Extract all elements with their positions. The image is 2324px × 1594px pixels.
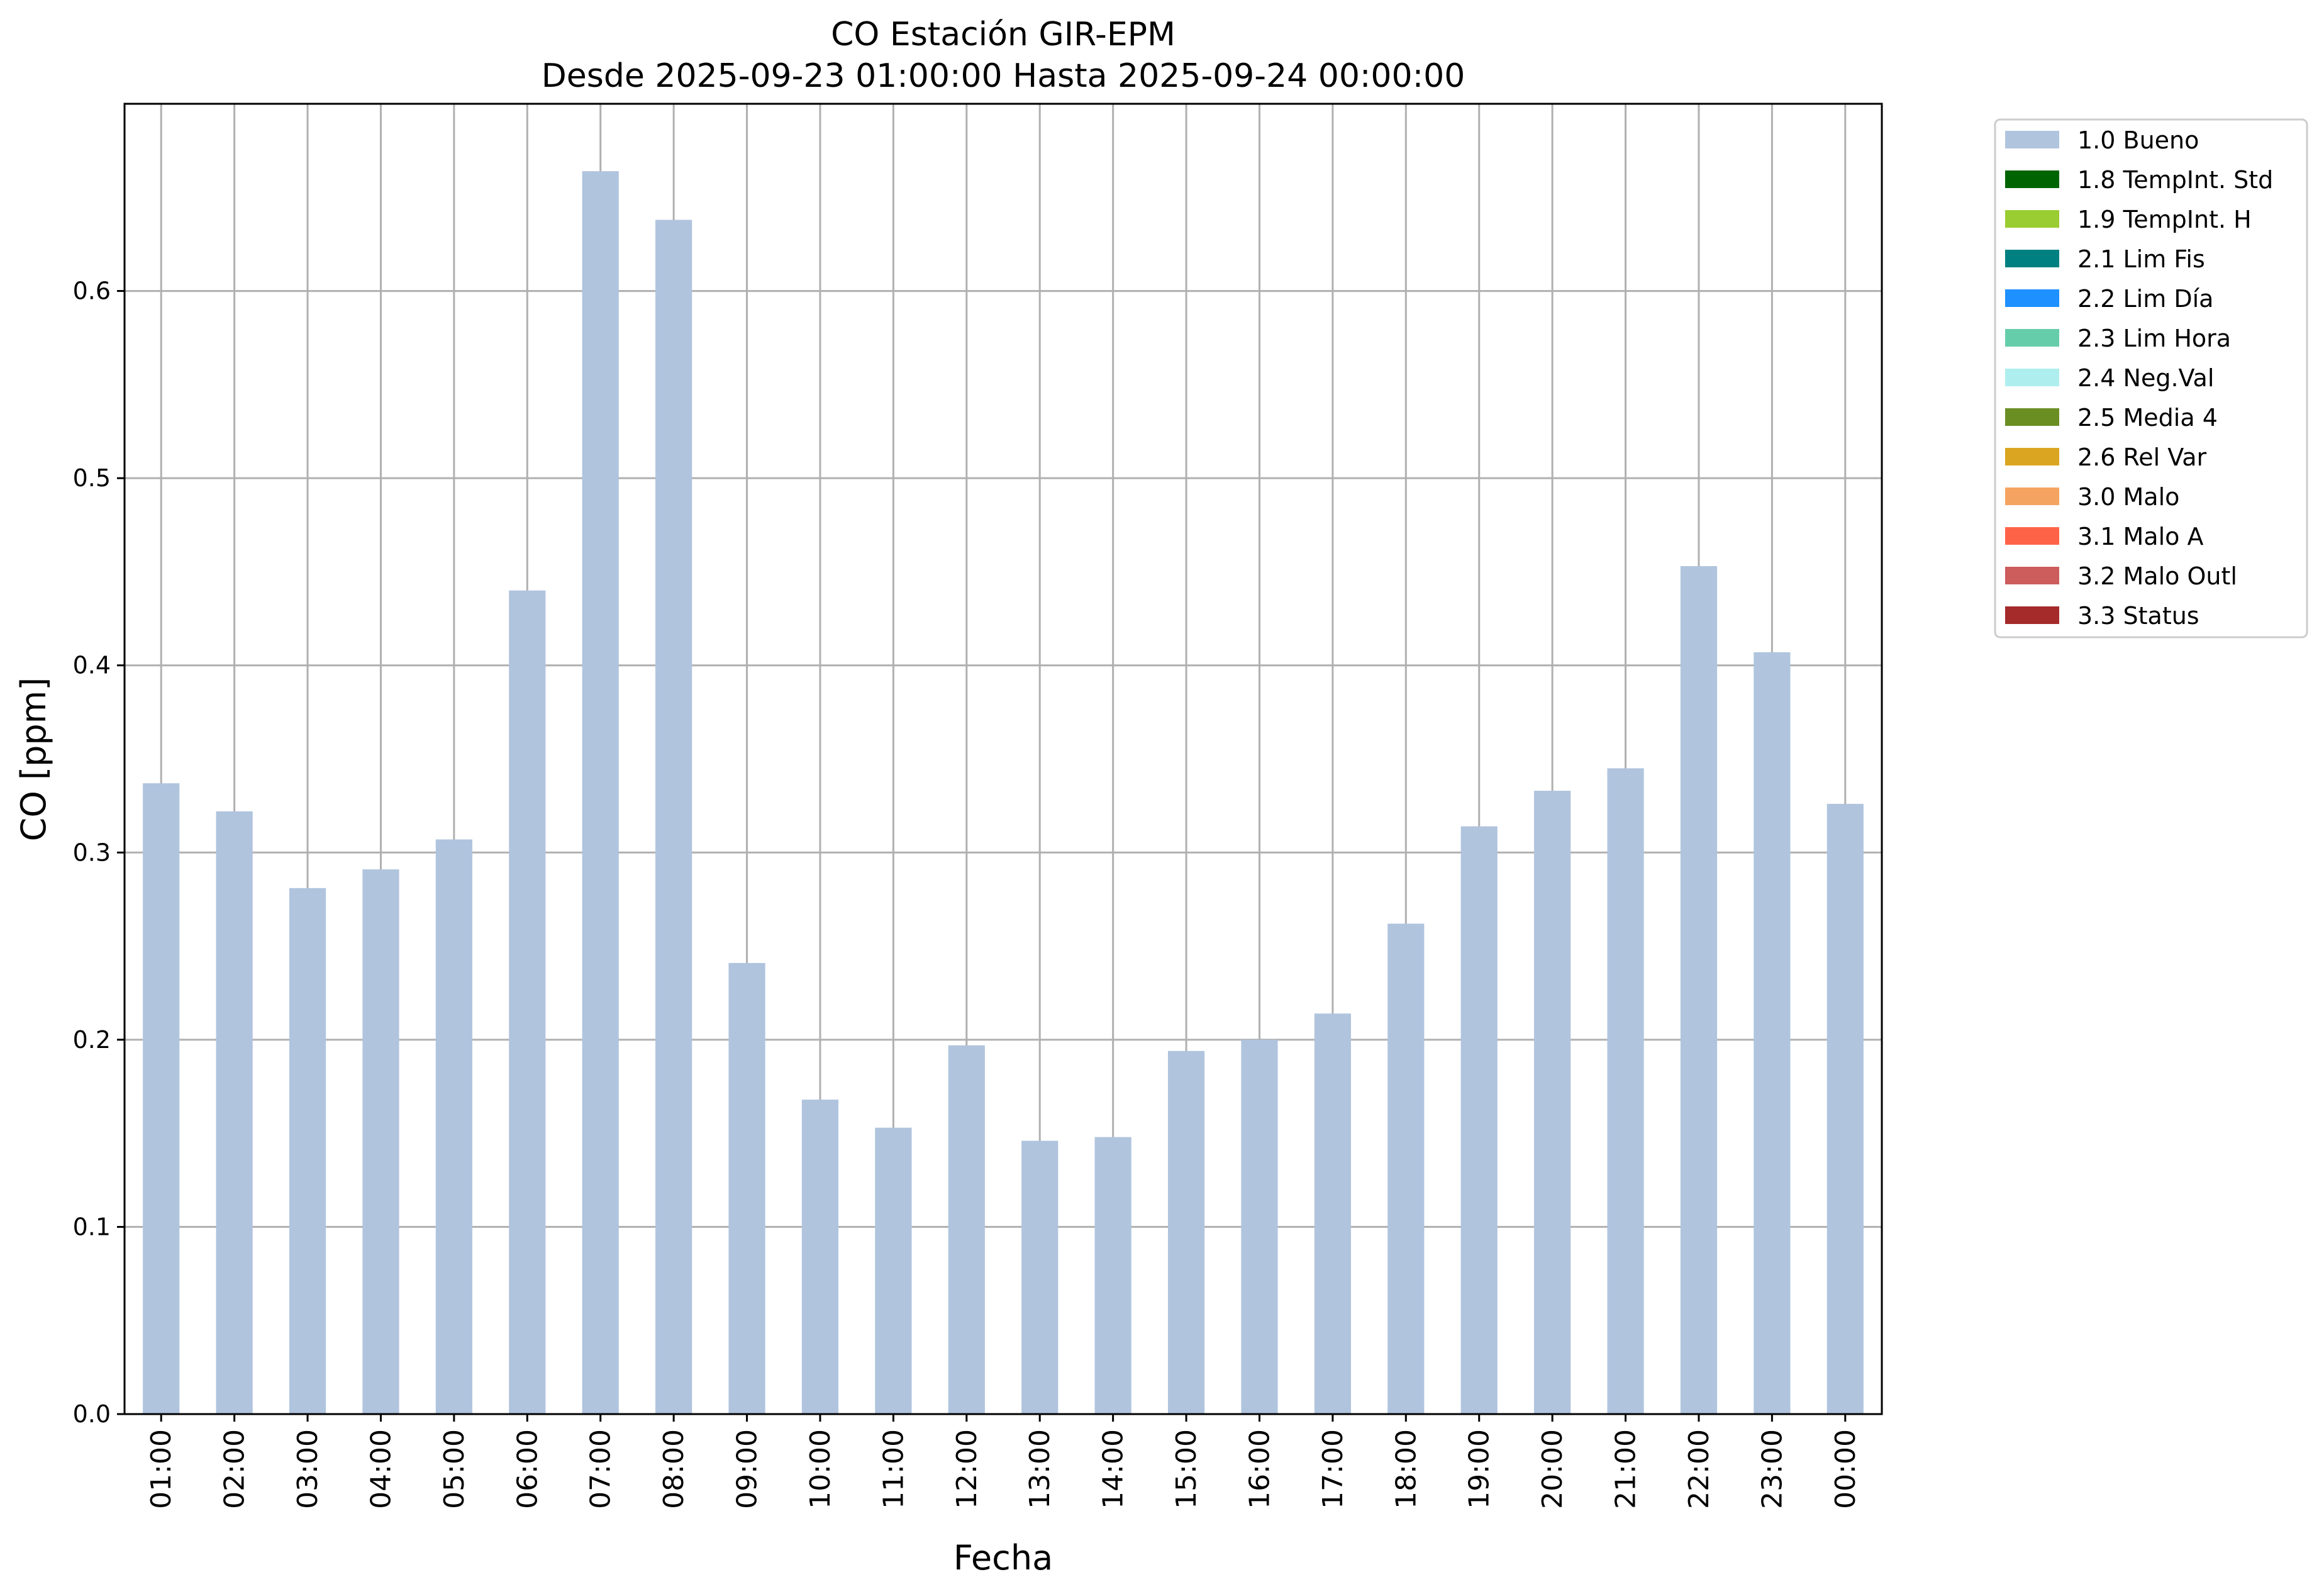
x-tick-label: 15:00 [1170, 1429, 1203, 1509]
x-tick-label: 19:00 [1464, 1429, 1496, 1509]
x-tick-label: 10:00 [804, 1429, 837, 1509]
legend-label: 2.6 Rel Var [2077, 443, 2207, 471]
legend-swatch [2005, 369, 2059, 386]
y-tick-label: 0.4 [73, 652, 111, 679]
bar-1300 [1021, 1141, 1058, 1414]
legend-swatch [2005, 567, 2059, 584]
bar-2300 [1754, 652, 1790, 1414]
y-tick-label: 0.6 [73, 277, 111, 305]
x-tick-label: 09:00 [731, 1429, 764, 1509]
legend-swatch [2005, 210, 2059, 228]
x-axis-label: Fecha [954, 1538, 1053, 1578]
x-tick-label: 12:00 [951, 1429, 983, 1509]
y-tick-label: 0.1 [73, 1213, 111, 1240]
x-tick-label: 06:00 [511, 1429, 543, 1509]
y-tick-label: 0.5 [73, 464, 111, 492]
legend-label: 2.5 Media 4 [2077, 404, 2218, 432]
x-tick-label: 16:00 [1243, 1429, 1276, 1509]
y-tick-label: 0.3 [73, 839, 111, 866]
legend-label: 1.9 TempInt. H [2077, 206, 2252, 233]
bar-0900 [728, 963, 765, 1414]
x-tick-label: 01:00 [145, 1429, 177, 1509]
bar-2100 [1607, 768, 1643, 1414]
legend-label: 2.2 Lim Día [2077, 285, 2213, 313]
x-tick-label: 23:00 [1756, 1429, 1788, 1509]
legend-swatch [2005, 408, 2059, 426]
x-tick-label: 17:00 [1317, 1429, 1349, 1509]
bar-2000 [1534, 791, 1571, 1414]
legend-label: 3.2 Malo Outl [2077, 562, 2237, 590]
x-tick-label: 05:00 [438, 1429, 470, 1509]
legend-label: 1.8 TempInt. Std [2077, 166, 2273, 194]
x-tick-label: 20:00 [1537, 1429, 1569, 1509]
x-tick-label: 03:00 [292, 1429, 324, 1509]
legend-label: 1.0 Bueno [2077, 126, 2199, 154]
bar-0500 [436, 839, 472, 1414]
legend-label: 2.1 Lim Fis [2077, 245, 2205, 273]
legend-swatch [2005, 289, 2059, 307]
y-tick-label: 0.0 [73, 1400, 111, 1428]
legend-swatch [2005, 606, 2059, 624]
bar-1200 [948, 1045, 985, 1414]
legend-label: 2.3 Lim Hora [2077, 325, 2231, 352]
bar-0200 [216, 811, 253, 1414]
bar-1800 [1387, 923, 1424, 1414]
bar-1400 [1095, 1137, 1131, 1414]
bar-1900 [1461, 827, 1498, 1414]
x-tick-label: 18:00 [1390, 1429, 1422, 1509]
legend-swatch [2005, 329, 2059, 347]
x-tick-label: 04:00 [365, 1429, 397, 1509]
y-axis-label: CO [ppm] [14, 677, 53, 842]
chart-subtitle: Desde 2025-09-23 01:00:00 Hasta 2025-09-… [542, 57, 1465, 95]
x-tick-label: 07:00 [585, 1429, 617, 1509]
x-tick-label: 08:00 [658, 1429, 690, 1509]
x-tick-label: 00:00 [1830, 1429, 1862, 1509]
legend-label: 3.3 Status [2077, 602, 2199, 630]
bar-0300 [289, 888, 326, 1414]
bar-0000 [1827, 804, 1864, 1414]
bar-0400 [362, 869, 399, 1414]
bar-1100 [875, 1128, 911, 1414]
chart-title: CO Estación GIR-EPM [831, 16, 1176, 53]
legend-swatch [2005, 250, 2059, 267]
bar-2200 [1681, 566, 1717, 1414]
legend-swatch [2005, 170, 2059, 188]
bar-0800 [655, 220, 692, 1414]
x-tick-label: 21:00 [1610, 1429, 1642, 1509]
legend-swatch [2005, 527, 2059, 545]
y-tick-label: 0.2 [73, 1026, 111, 1054]
bar-1700 [1315, 1013, 1351, 1414]
bar-0100 [143, 783, 179, 1414]
x-tick-label: 02:00 [219, 1429, 251, 1509]
bar-1500 [1168, 1051, 1204, 1414]
x-tick-label: 22:00 [1683, 1429, 1715, 1509]
bar-0600 [509, 591, 545, 1414]
legend-label: 2.4 Neg.Val [2077, 364, 2214, 392]
legend-label: 3.0 Malo [2077, 483, 2179, 511]
legend-swatch [2005, 488, 2059, 505]
legend-swatch [2005, 131, 2059, 148]
x-tick-label: 14:00 [1098, 1429, 1130, 1509]
bar-1000 [802, 1100, 838, 1414]
legend-swatch [2005, 448, 2059, 465]
legend: 1.0 Bueno 1.8 TempInt. Std 1.9 TempInt. H 2… [1995, 120, 2307, 637]
bar-1600 [1241, 1040, 1277, 1414]
legend-label: 3.1 Malo A [2077, 523, 2203, 550]
bar-0700 [582, 171, 619, 1414]
x-tick-label: 13:00 [1024, 1429, 1056, 1509]
x-tick-label: 11:00 [877, 1429, 909, 1509]
